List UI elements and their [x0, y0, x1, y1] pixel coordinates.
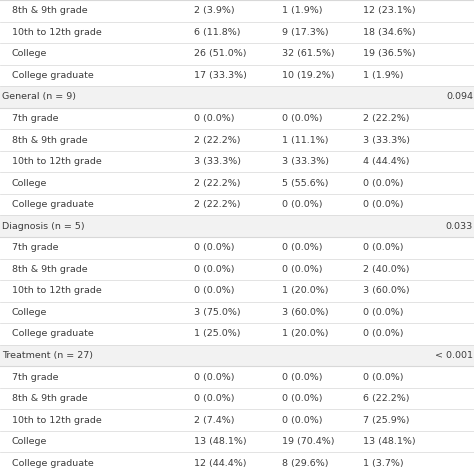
- Text: 0.033: 0.033: [446, 222, 473, 231]
- Text: 0 (0.0%): 0 (0.0%): [363, 308, 403, 317]
- Text: 0 (0.0%): 0 (0.0%): [282, 243, 322, 252]
- Text: 13 (48.1%): 13 (48.1%): [363, 437, 415, 446]
- Text: 8th & 9th grade: 8th & 9th grade: [12, 394, 88, 403]
- Text: 0 (0.0%): 0 (0.0%): [363, 243, 403, 252]
- Text: 1 (20.0%): 1 (20.0%): [282, 286, 328, 295]
- Text: 8th & 9th grade: 8th & 9th grade: [12, 265, 88, 274]
- Text: 12 (44.4%): 12 (44.4%): [194, 459, 247, 468]
- Text: 0 (0.0%): 0 (0.0%): [194, 114, 235, 123]
- Text: 8th & 9th grade: 8th & 9th grade: [12, 6, 88, 15]
- Text: 0 (0.0%): 0 (0.0%): [194, 394, 235, 403]
- Text: 0 (0.0%): 0 (0.0%): [194, 373, 235, 382]
- Text: < 0.001: < 0.001: [435, 351, 473, 360]
- Text: College graduate: College graduate: [12, 71, 93, 80]
- Text: 0 (0.0%): 0 (0.0%): [282, 373, 322, 382]
- Text: 3 (33.3%): 3 (33.3%): [282, 157, 329, 166]
- Text: 3 (33.3%): 3 (33.3%): [194, 157, 241, 166]
- Text: College: College: [12, 49, 47, 58]
- Text: 0 (0.0%): 0 (0.0%): [363, 179, 403, 188]
- Text: 2 (22.2%): 2 (22.2%): [194, 200, 241, 209]
- Bar: [0, 86, 474, 108]
- Text: 18 (34.6%): 18 (34.6%): [363, 28, 415, 37]
- Text: 3 (33.3%): 3 (33.3%): [363, 136, 410, 145]
- Text: 1 (20.0%): 1 (20.0%): [282, 329, 328, 338]
- Text: 2 (22.2%): 2 (22.2%): [194, 179, 241, 188]
- Text: 3 (60.0%): 3 (60.0%): [363, 286, 409, 295]
- Text: 0 (0.0%): 0 (0.0%): [282, 416, 322, 425]
- Text: 10th to 12th grade: 10th to 12th grade: [12, 28, 101, 37]
- Text: College: College: [12, 308, 47, 317]
- Text: 10th to 12th grade: 10th to 12th grade: [12, 286, 101, 295]
- Text: 2 (3.9%): 2 (3.9%): [194, 6, 235, 15]
- Text: 1 (11.1%): 1 (11.1%): [282, 136, 328, 145]
- Text: 2 (22.2%): 2 (22.2%): [363, 114, 409, 123]
- Bar: [0, 345, 474, 366]
- Text: 6 (11.8%): 6 (11.8%): [194, 28, 241, 37]
- Text: General (n = 9): General (n = 9): [2, 92, 76, 101]
- Text: 7th grade: 7th grade: [12, 114, 58, 123]
- Text: 19 (36.5%): 19 (36.5%): [363, 49, 415, 58]
- Text: 3 (60.0%): 3 (60.0%): [282, 308, 328, 317]
- Text: Treatment (n = 27): Treatment (n = 27): [2, 351, 93, 360]
- Text: 2 (40.0%): 2 (40.0%): [363, 265, 409, 274]
- Text: 2 (22.2%): 2 (22.2%): [194, 136, 241, 145]
- Text: 0 (0.0%): 0 (0.0%): [282, 394, 322, 403]
- Text: 10th to 12th grade: 10th to 12th grade: [12, 416, 101, 425]
- Text: 10th to 12th grade: 10th to 12th grade: [12, 157, 101, 166]
- Text: 0 (0.0%): 0 (0.0%): [363, 200, 403, 209]
- Text: 2 (7.4%): 2 (7.4%): [194, 416, 235, 425]
- Text: 9 (17.3%): 9 (17.3%): [282, 28, 328, 37]
- Text: 0 (0.0%): 0 (0.0%): [282, 265, 322, 274]
- Text: 0 (0.0%): 0 (0.0%): [282, 200, 322, 209]
- Text: Diagnosis (n = 5): Diagnosis (n = 5): [2, 222, 85, 231]
- Text: 5 (55.6%): 5 (55.6%): [282, 179, 328, 188]
- Text: 8 (29.6%): 8 (29.6%): [282, 459, 328, 468]
- Text: College graduate: College graduate: [12, 459, 93, 468]
- Text: 17 (33.3%): 17 (33.3%): [194, 71, 247, 80]
- Text: 13 (48.1%): 13 (48.1%): [194, 437, 247, 446]
- Text: 6 (22.2%): 6 (22.2%): [363, 394, 409, 403]
- Text: 32 (61.5%): 32 (61.5%): [282, 49, 335, 58]
- Text: 7 (25.9%): 7 (25.9%): [363, 416, 409, 425]
- Text: 0.094: 0.094: [446, 92, 473, 101]
- Text: 19 (70.4%): 19 (70.4%): [282, 437, 335, 446]
- Text: 8th & 9th grade: 8th & 9th grade: [12, 136, 88, 145]
- Text: 26 (51.0%): 26 (51.0%): [194, 49, 247, 58]
- Text: 1 (3.7%): 1 (3.7%): [363, 459, 403, 468]
- Text: 12 (23.1%): 12 (23.1%): [363, 6, 415, 15]
- Text: 0 (0.0%): 0 (0.0%): [194, 265, 235, 274]
- Text: College graduate: College graduate: [12, 200, 93, 209]
- Text: 7th grade: 7th grade: [12, 373, 58, 382]
- Text: College: College: [12, 179, 47, 188]
- Text: 0 (0.0%): 0 (0.0%): [194, 286, 235, 295]
- Text: 0 (0.0%): 0 (0.0%): [363, 373, 403, 382]
- Text: 3 (75.0%): 3 (75.0%): [194, 308, 241, 317]
- Text: 1 (1.9%): 1 (1.9%): [363, 71, 403, 80]
- Text: College: College: [12, 437, 47, 446]
- Text: 0 (0.0%): 0 (0.0%): [363, 329, 403, 338]
- Text: College graduate: College graduate: [12, 329, 93, 338]
- Text: 0 (0.0%): 0 (0.0%): [194, 243, 235, 252]
- Text: 0 (0.0%): 0 (0.0%): [282, 114, 322, 123]
- Text: 1 (1.9%): 1 (1.9%): [282, 6, 322, 15]
- Text: 7th grade: 7th grade: [12, 243, 58, 252]
- Text: 10 (19.2%): 10 (19.2%): [282, 71, 335, 80]
- Text: 4 (44.4%): 4 (44.4%): [363, 157, 409, 166]
- Bar: [0, 216, 474, 237]
- Text: 1 (25.0%): 1 (25.0%): [194, 329, 241, 338]
